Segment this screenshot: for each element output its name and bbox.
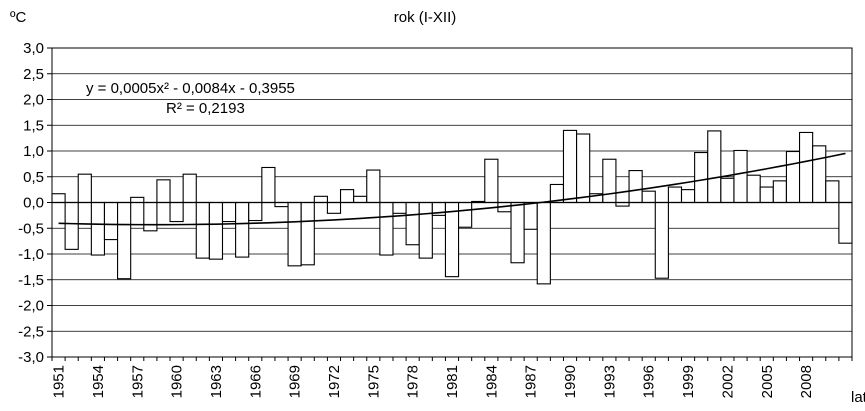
trendline [58, 152, 846, 226]
x-tick-label: 2008 [798, 365, 815, 398]
bar [772, 180, 787, 204]
y-tick-label: -3,0 [18, 349, 44, 366]
bar [169, 201, 184, 223]
bar [798, 131, 814, 204]
x-axis-label: lata [851, 389, 865, 406]
bar [444, 201, 460, 278]
bar [90, 201, 106, 256]
bar [77, 173, 92, 204]
bar [694, 151, 709, 204]
bar [117, 201, 132, 280]
bar [143, 201, 158, 232]
y-tick-label: 0,0 [23, 195, 44, 212]
bar [746, 174, 761, 204]
bar [733, 149, 748, 204]
y-tick-label: 3,0 [23, 40, 44, 57]
bar [339, 189, 355, 204]
bar [759, 186, 774, 204]
x-axis: 1951 1954 1957 1960 1963 1966 1969 1972 1975 1978… [51, 357, 853, 398]
y-tick-label: 2,0 [23, 92, 44, 109]
bar [720, 177, 735, 204]
x-tick-label: 1963 [208, 365, 225, 398]
bar [680, 189, 696, 204]
bar [392, 201, 407, 214]
x-tick-label: 1972 [326, 365, 343, 398]
bar [405, 201, 420, 246]
bar [458, 201, 473, 228]
bar [576, 133, 591, 204]
bar [313, 195, 328, 204]
bar [182, 173, 197, 204]
bar [562, 129, 578, 204]
bar [667, 186, 683, 204]
x-tick-label: 1975 [365, 365, 382, 398]
x-tick-label: 1954 [90, 365, 107, 398]
bar [366, 169, 381, 204]
x-tick-label: 2002 [719, 365, 736, 398]
bar [602, 158, 617, 204]
y-tick-label: -1,5 [18, 272, 44, 289]
bar [707, 130, 722, 204]
y-tick-label: -1,0 [18, 246, 44, 263]
bar [838, 201, 853, 244]
trendline-r-squared: R² = 0,2193 [166, 100, 245, 117]
bar [379, 201, 394, 256]
bar [287, 201, 302, 267]
bar [64, 201, 79, 250]
bar [654, 201, 669, 279]
bar [418, 201, 433, 259]
x-tick-label: 1978 [405, 365, 422, 398]
x-tick-label: 1990 [562, 365, 579, 398]
bar [484, 158, 499, 204]
bar [248, 201, 263, 222]
x-tick-label: 1993 [601, 365, 618, 398]
y-tick-label: 2,5 [23, 66, 44, 83]
x-tick-label: 1981 [444, 365, 461, 398]
bar [510, 201, 525, 264]
bar [235, 201, 250, 258]
bar [628, 170, 643, 204]
x-tick-label: 1984 [483, 365, 500, 398]
bar [221, 201, 237, 223]
y-axis: 3,0 2,5 2,0 1,5 1,0 0,5 0,0 -0,5 -1,0 -1,5 -2,0 -2,… [18, 40, 52, 366]
y-tick-label: -2,0 [18, 298, 44, 315]
y-tick-label: -2,5 [18, 323, 44, 340]
chart-title: rok (I-XII) [394, 9, 457, 26]
bar [812, 145, 827, 204]
bar [536, 201, 551, 285]
x-tick-label: 1987 [523, 365, 540, 398]
bar [326, 201, 342, 214]
x-tick-label: 1957 [129, 365, 146, 398]
bar [353, 195, 368, 204]
bar [130, 196, 145, 204]
trendline-equation: y = 0,0005x² - 0,0084x - 0,3955 [86, 80, 295, 97]
x-tick-label: 1966 [247, 365, 264, 398]
bar [523, 201, 538, 230]
y-tick-label: 0,5 [23, 169, 44, 186]
bar [195, 201, 210, 259]
bar [641, 190, 656, 204]
x-tick-label: 1996 [641, 365, 658, 398]
y-tick-label: 1,0 [23, 143, 44, 160]
bar [156, 179, 171, 204]
bar [785, 150, 801, 204]
bar [103, 201, 119, 241]
bars [51, 129, 853, 285]
bar [300, 201, 315, 266]
bar [208, 201, 224, 260]
y-tick-label: 1,5 [23, 117, 44, 134]
bar [825, 180, 840, 204]
x-tick-label: 1969 [287, 365, 304, 398]
bar [261, 166, 276, 204]
y-axis-unit-label: ºC [10, 9, 26, 26]
bar [274, 201, 289, 208]
y-tick-label: -0,5 [18, 220, 44, 237]
x-tick-label: 1999 [680, 365, 697, 398]
x-tick-label: 1951 [51, 365, 68, 398]
bar [51, 193, 66, 204]
x-tick-label: 1960 [169, 365, 186, 398]
x-tick-label: 2005 [759, 365, 776, 398]
